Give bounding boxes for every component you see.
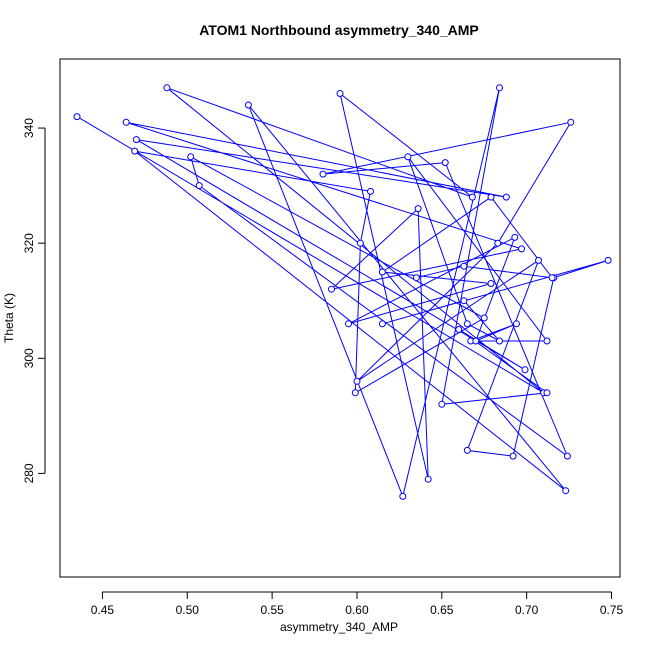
data-point xyxy=(73,113,81,121)
data-point xyxy=(548,274,556,282)
data-point xyxy=(562,487,570,495)
data-point xyxy=(378,320,386,328)
data-point xyxy=(351,389,359,397)
data-point xyxy=(509,452,517,460)
data-point xyxy=(328,285,335,293)
data-point xyxy=(319,170,327,178)
data-point xyxy=(163,84,171,92)
y-axis-label: Theta (K) xyxy=(2,293,16,343)
data-point xyxy=(480,314,488,322)
data-point xyxy=(463,446,471,454)
data-point xyxy=(543,337,551,345)
y-axis: 280 300 320 340 xyxy=(22,118,46,483)
y-tick-label: 300 xyxy=(22,348,36,368)
data-point xyxy=(131,147,139,155)
data-point xyxy=(460,297,468,305)
data-point xyxy=(336,90,344,97)
data-point xyxy=(244,101,252,109)
data-point xyxy=(496,84,503,92)
data-point xyxy=(132,136,140,144)
data-point xyxy=(441,159,449,167)
data-point xyxy=(543,389,551,397)
x-tick-label: 0.75 xyxy=(600,603,624,617)
data-point xyxy=(345,320,352,328)
x-axis-label: asymmetry_340_AMP xyxy=(280,620,398,634)
x-tick-label: 0.60 xyxy=(345,603,369,617)
x-tick-label: 0.70 xyxy=(515,603,539,617)
data-point xyxy=(463,320,471,328)
data-point xyxy=(496,337,503,345)
data-point xyxy=(521,366,529,374)
data-point xyxy=(487,193,495,201)
data-point xyxy=(399,492,407,500)
data-point xyxy=(455,326,463,333)
y-tick-label: 340 xyxy=(22,118,36,138)
data-point xyxy=(468,193,476,201)
data-point xyxy=(511,233,519,241)
data-point xyxy=(563,452,571,460)
plot-frame xyxy=(59,58,621,578)
data-point xyxy=(567,118,575,126)
chart-title: ATOM1 Northbound asymmetry_340_AMP xyxy=(199,22,479,38)
data-point xyxy=(367,187,374,195)
data-point xyxy=(356,239,364,247)
data-point xyxy=(494,239,502,247)
data-point xyxy=(460,262,468,270)
x-axis: 0.45 0.50 0.55 0.60 0.65 0.70 0.75 xyxy=(91,591,624,617)
x-tick-label: 0.55 xyxy=(260,603,284,617)
data-point xyxy=(353,377,361,385)
data-point xyxy=(487,280,495,287)
data-point xyxy=(513,320,520,328)
data-point xyxy=(378,268,386,276)
data-point xyxy=(535,256,542,264)
y-tick-label: 280 xyxy=(22,463,36,483)
series-line xyxy=(76,87,609,499)
data-point xyxy=(404,153,412,161)
data-point xyxy=(502,193,510,201)
x-tick-label: 0.50 xyxy=(176,603,200,617)
data-point xyxy=(412,274,420,282)
x-tick-label: 0.65 xyxy=(430,603,454,617)
data-point xyxy=(604,256,612,264)
data-point xyxy=(122,118,130,126)
data-point xyxy=(195,182,203,190)
data-series xyxy=(73,84,612,500)
y-tick-label: 320 xyxy=(22,233,36,253)
data-point xyxy=(424,475,432,483)
data-point xyxy=(414,205,422,213)
x-tick-label: 0.45 xyxy=(91,603,115,617)
data-point xyxy=(187,153,195,161)
data-point xyxy=(472,337,480,345)
data-point xyxy=(518,245,526,253)
data-point xyxy=(438,400,446,408)
